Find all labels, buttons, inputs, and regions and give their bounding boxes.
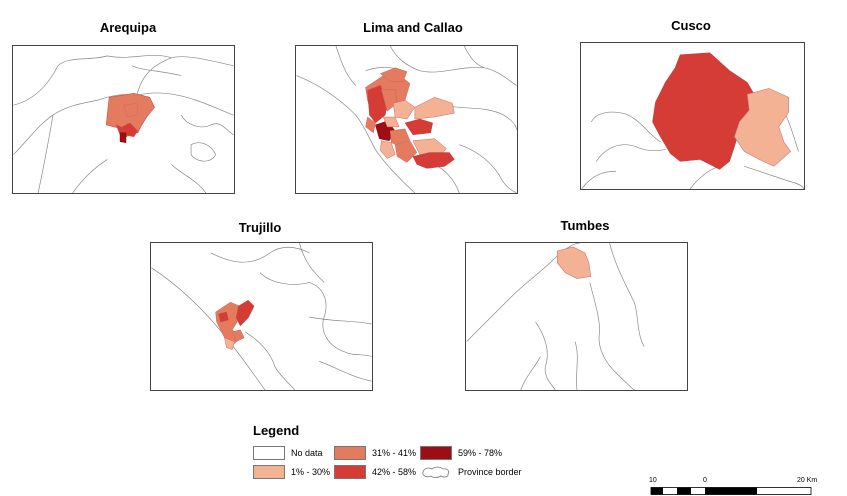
legend-item-42-58: 42% - 58% [334, 465, 416, 479]
map-arequipa-svg [13, 55, 234, 193]
map-tumbes-svg [466, 243, 645, 390]
legend-label-31-41: 31% - 41% [372, 448, 417, 458]
legend-swatch-42-58 [334, 465, 366, 479]
legend-item-31-41: 31% - 41% [334, 446, 416, 460]
map-trujillo [150, 242, 373, 391]
scale-label-20km: 20 Km [797, 477, 818, 484]
map-title-cusco: Cusco [671, 18, 711, 33]
map-trujillo-svg [151, 243, 372, 390]
legend-swatch-59-78 [420, 446, 452, 460]
province-border-icon [422, 466, 450, 478]
scale-bar-graphic [650, 487, 812, 495]
legend-item-province-border: Province border [420, 465, 522, 479]
map-tumbes [465, 242, 688, 391]
cusco-district-main [652, 52, 755, 170]
map-title-lima: Lima and Callao [363, 20, 463, 35]
map-title-trujillo: Trujillo [238, 220, 282, 235]
map-cusco-svg [581, 52, 804, 189]
map-arequipa [12, 45, 235, 194]
scale-label-0: 0 [703, 477, 707, 484]
legend-item-1-30: 1% - 30% [253, 465, 330, 479]
legend-item-59-78: 59% - 78% [420, 446, 502, 460]
map-title-arequipa: Arequipa [99, 20, 157, 35]
legend-swatch-1-30 [253, 465, 285, 479]
legend-item-no-data: No data [253, 446, 323, 460]
map-lima [295, 45, 518, 194]
legend-swatch-31-41 [334, 446, 366, 460]
map-title-tumbes: Tumbes [560, 218, 610, 233]
legend-label-province-border: Province border [458, 467, 522, 477]
legend-label-1-30: 1% - 30% [291, 467, 331, 477]
tumbes-district-main [556, 246, 592, 279]
legend-label-no-data: No data [291, 448, 323, 458]
map-lima-svg [296, 46, 517, 193]
legend-title: Legend [253, 423, 300, 438]
legend-label-42-58: 42% - 58% [372, 467, 417, 477]
map-cusco [580, 42, 805, 190]
legend-label-59-78: 59% - 78% [458, 448, 503, 458]
scale-label-10: 10 [649, 477, 657, 484]
cusco-district-east [734, 88, 792, 167]
legend-swatch-no-data [253, 446, 285, 460]
scale-bar: 10 0 20 Km [649, 477, 819, 495]
